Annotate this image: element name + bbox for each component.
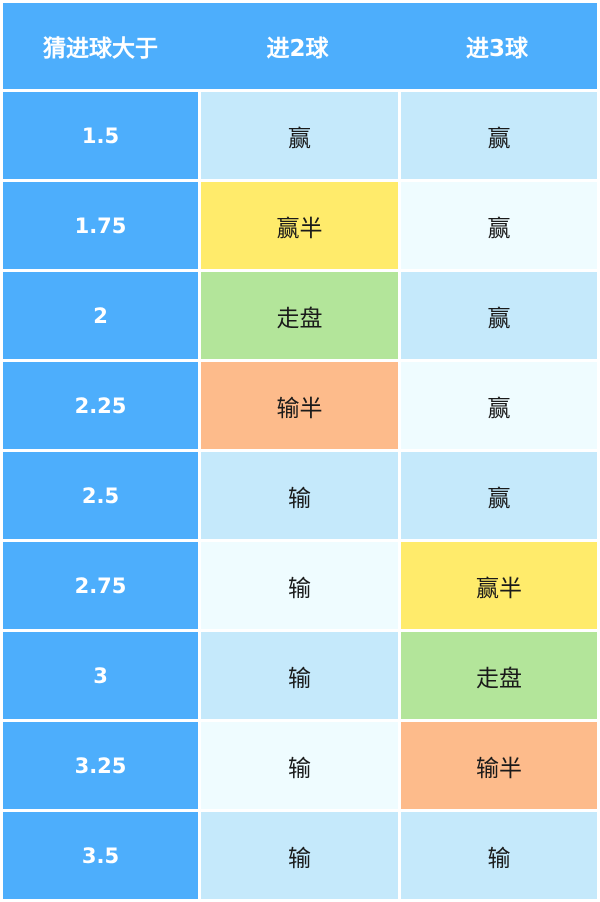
three-goals-cell: 赢 [401, 272, 597, 359]
three-goals-cell: 输半 [401, 722, 597, 809]
three-goals-cell: 赢 [401, 452, 597, 539]
three-goals-cell: 赢 [401, 362, 597, 449]
two-goals-cell: 输 [201, 452, 398, 539]
two-goals-cell: 输 [201, 542, 398, 629]
table-row: 3 输走盘 [3, 632, 597, 719]
line-cell: 2.25 [3, 362, 198, 449]
two-goals-cell: 输 [201, 812, 398, 899]
table-row: 1.75 赢半赢 [3, 182, 597, 269]
three-goals-cell: 输 [401, 812, 597, 899]
two-goals-cell: 输半 [201, 362, 398, 449]
two-goals-cell: 赢 [201, 92, 398, 179]
header-two-goals: 进2球 [266, 36, 329, 62]
table-row: 2 走盘赢 [3, 272, 597, 359]
line-cell: 2 [3, 272, 198, 359]
two-goals-cell: 输 [201, 722, 398, 809]
goals-table: 猜进球大于 进2球 进3球 1.5 赢赢 1.75 赢半赢 2 走盘赢 2.25 输半赢 2.5… [3, 3, 597, 902]
header-three-goals: 进3球 [465, 36, 528, 62]
table-row: 2.75 输赢半 [3, 542, 597, 629]
header-goals-over: 猜进球大于 [43, 36, 158, 62]
line-cell: 3.25 [3, 722, 198, 809]
table-row: 1.5 赢赢 [3, 92, 597, 179]
line-cell: 1.75 [3, 182, 198, 269]
line-cell: 2.75 [3, 542, 198, 629]
three-goals-cell: 走盘 [401, 632, 597, 719]
table-row: 3.5 输输 [3, 812, 597, 899]
table-row: 2.5 输赢 [3, 452, 597, 539]
table-row: 2.25 输半赢 [3, 362, 597, 449]
table-row: 3.25 输输半 [3, 722, 597, 809]
three-goals-cell: 赢 [401, 92, 597, 179]
line-cell: 3 [3, 632, 198, 719]
line-cell: 1.5 [3, 92, 198, 179]
line-cell: 3.5 [3, 812, 198, 899]
three-goals-cell: 赢半 [401, 542, 597, 629]
two-goals-cell: 输 [201, 632, 398, 719]
two-goals-cell: 走盘 [201, 272, 398, 359]
two-goals-cell: 赢半 [201, 182, 398, 269]
table-header: 猜进球大于 进2球 进3球 [3, 3, 597, 89]
line-cell: 2.5 [3, 452, 198, 539]
three-goals-cell: 赢 [401, 182, 597, 269]
table-body: 1.5 赢赢 1.75 赢半赢 2 走盘赢 2.25 输半赢 2.5 输赢 2.75 输赢半 3 输走盘 3… [3, 92, 597, 899]
